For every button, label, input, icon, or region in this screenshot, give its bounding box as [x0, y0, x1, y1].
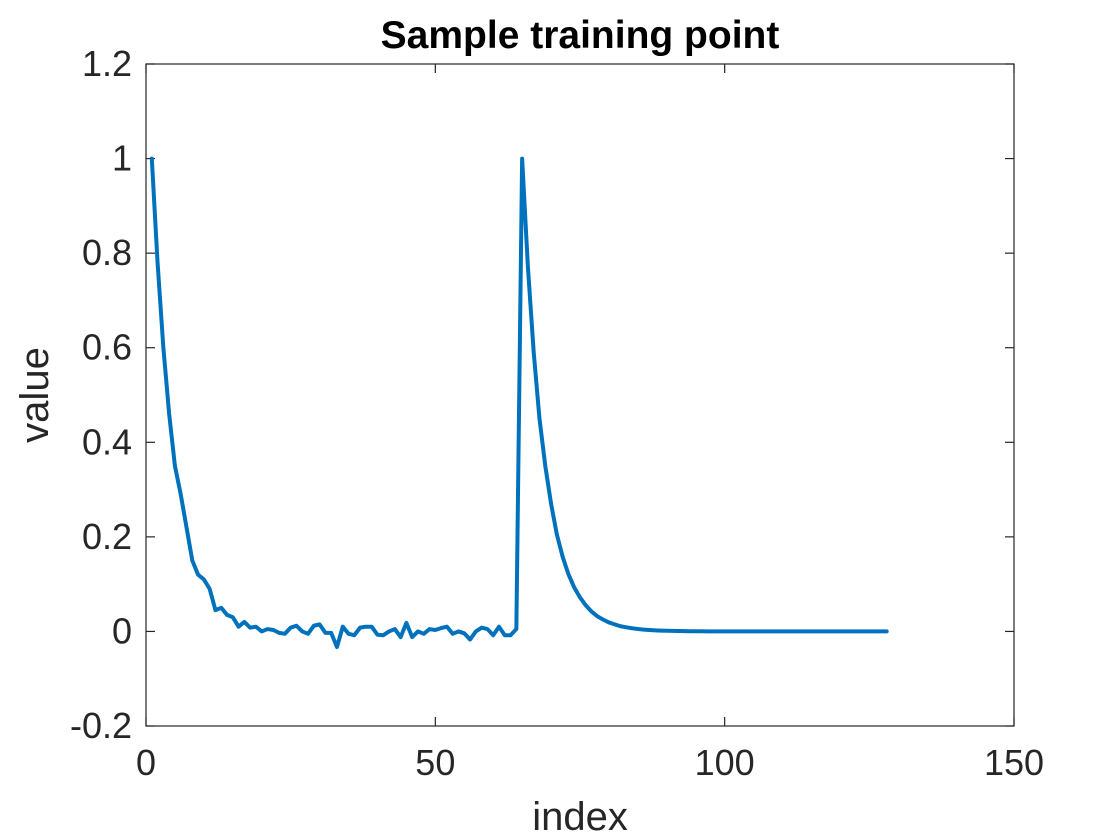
chart-title: Sample training point [381, 14, 780, 57]
y-tick-label: 0 [112, 610, 132, 651]
x-tick-label: 100 [695, 742, 755, 783]
y-tick-label: 0.4 [82, 421, 132, 462]
y-tick-label: 1.2 [82, 43, 132, 84]
y-tick-label: 0.8 [82, 232, 132, 273]
series-line [149, 156, 889, 650]
x-tick-label: 0 [136, 742, 156, 783]
y-tick-label: 1 [112, 138, 132, 179]
x-axis-label: index [532, 795, 628, 839]
x-tick-label: 50 [415, 742, 455, 783]
y-tick-labels: -0.2 0 0.2 0.4 0.6 0.8 1 1.2 [70, 43, 132, 746]
plot-area [146, 64, 1014, 726]
y-tick-label: 0.6 [82, 327, 132, 368]
plot-frame [145, 63, 1015, 727]
x-tick-label: 150 [984, 742, 1044, 783]
y-tick-label: 0.2 [82, 516, 132, 557]
x-tick-labels: 0 50 100 150 [136, 742, 1044, 783]
y-tick-label: -0.2 [70, 705, 132, 746]
y-axis-label: value [13, 347, 57, 443]
